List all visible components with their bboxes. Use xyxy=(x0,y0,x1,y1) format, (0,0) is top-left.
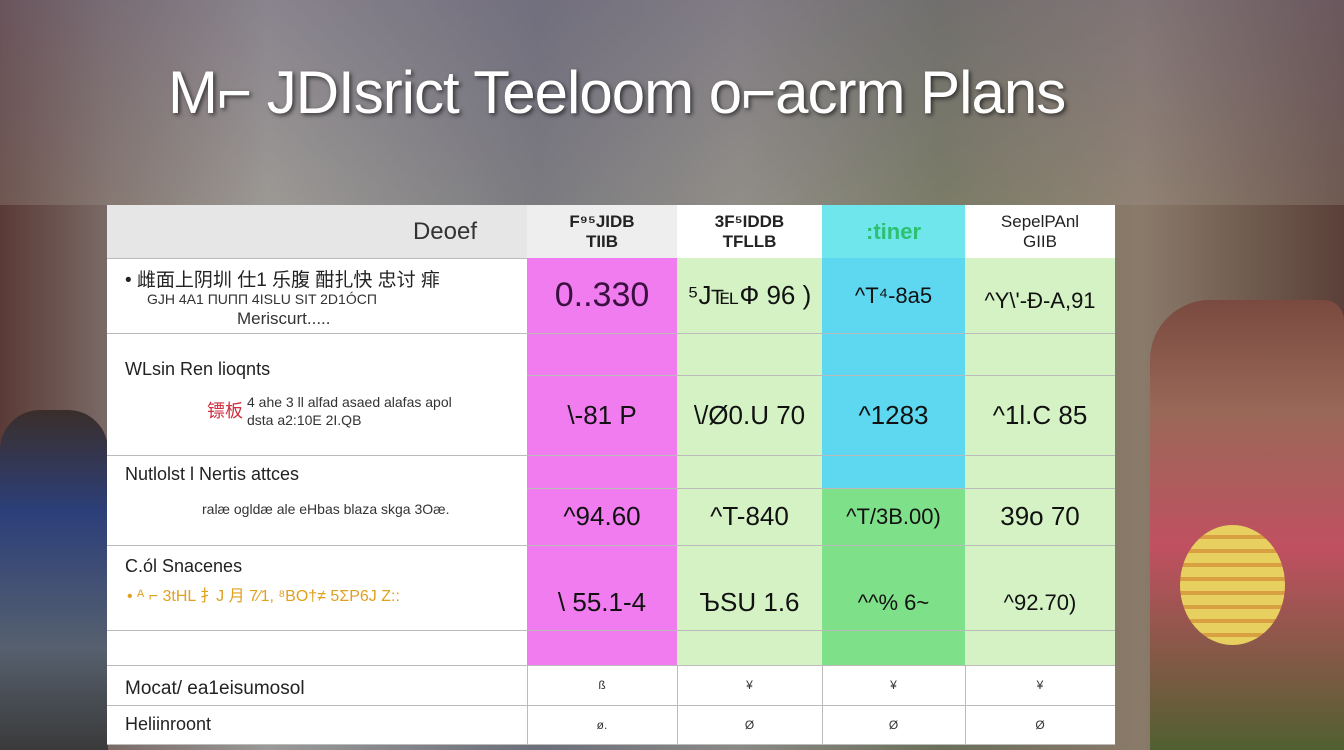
value-cell: ^1l.C 85 xyxy=(992,399,1088,430)
table-row-label: Nutlolst l Nertis attces ralæ ogldæ ale … xyxy=(107,455,527,545)
column-header-line: TIIB xyxy=(585,231,619,251)
value-cell: \-81 P xyxy=(567,399,637,430)
table-row-label: WLsin Ren lioqnts 镖板 4 ahe 3 ll alfad as… xyxy=(107,333,527,455)
empty-row xyxy=(107,630,527,665)
value-cell: ^T-840 xyxy=(710,501,789,531)
footer-row-label: Mocat/ ea1eisumosol xyxy=(125,678,305,699)
value-cell: ^92.70) xyxy=(1003,589,1077,615)
value-cell: ^1283 xyxy=(858,399,929,430)
background-pot xyxy=(1180,525,1285,645)
column-header-line: F⁹⁵JIDB xyxy=(569,211,635,231)
row-subtitle: dsta a2:10E 2I.QB xyxy=(247,412,362,428)
value-cell: ^T⁴-8a5 xyxy=(854,282,933,308)
row-subtitle: GJH 4A1 ΠUПП 4ISLU SIT 2D1ÓCΠ xyxy=(147,291,377,307)
footer-value: ¥ xyxy=(746,678,753,692)
value-cell: \/Ø0.U 70 xyxy=(693,399,806,430)
corner-header: Deoef xyxy=(107,205,527,258)
row-title: C.ól Snacenes xyxy=(125,556,243,576)
background-person-left xyxy=(0,410,108,750)
footer-value: ß xyxy=(598,678,606,692)
row-badge: 镖板 xyxy=(207,401,243,421)
column-header-line: 3F⁵IDDB xyxy=(714,211,785,231)
footer-value: Ø xyxy=(888,718,899,732)
column-header-line: TFLLB xyxy=(722,231,777,251)
footer-value: ¥ xyxy=(1036,678,1044,692)
footer-row: Mocat/ ea1eisumosol xyxy=(107,665,1115,705)
row-subtitle: ralæ ogldæ ale eHbas blaza skga 3Oæ. xyxy=(202,501,450,517)
column-header-2: 3F⁵IDDB TFLLB xyxy=(677,205,822,258)
value-cell: \ 55.1-4 xyxy=(557,587,647,617)
table-row-label: C.ól Snacenes • ᴬ ⌐ 3tHL 扌J 月 7⁄1, ⁸BO†≠… xyxy=(107,545,527,630)
plans-table: Deoef F⁹⁵JIDB TIIB 3F⁵IDDB TFLLB :tiner Se… xyxy=(107,205,1115,745)
column-header-line: SepelPAnl xyxy=(1000,211,1080,231)
value-cell: ^Y\'-Ð-A,91 xyxy=(984,287,1096,313)
value-cell: ^T/3B.00) xyxy=(846,503,941,529)
footer-row-label: Heliinroont xyxy=(125,714,212,734)
row-title: WLsin Ren lioqnts xyxy=(125,359,271,379)
value-cell: ^94.60 xyxy=(563,501,641,531)
value-cell: ^^% 6~ xyxy=(857,589,930,615)
footer-value: Ø xyxy=(1035,718,1045,732)
column-header-1: F⁹⁵JIDB TIIB xyxy=(527,205,677,258)
column-header-4: SepelPAnl GIIB xyxy=(965,205,1115,258)
page-title: M⌐ JDIsrict Teeloom o⌐acrm Plans xyxy=(168,59,1066,126)
background-person-right xyxy=(1150,300,1344,750)
row-subtitle: 4 ahe 3 ll alfad asaed alafas apol xyxy=(247,394,452,410)
value-cell: ЪSU 1.6 xyxy=(699,587,800,617)
row-title: • 雌面上阴圳 仕1 乐腹 酣扎快 忠讨 痱 xyxy=(125,270,440,291)
value-cell: ⁵J℡Ф 96 ) xyxy=(687,280,812,310)
row-subtitle: Meriscurt..... xyxy=(237,309,331,328)
column-header-line: GIIB xyxy=(1022,231,1057,251)
footer-value: Ø xyxy=(744,718,755,732)
background-photo-street xyxy=(0,0,1344,205)
value-cell: 39o 70 xyxy=(1000,501,1080,531)
value-cell: 0..330 xyxy=(554,276,650,314)
footer-value: ¥ xyxy=(890,678,897,692)
footer-row: Heliinroont xyxy=(107,705,1115,745)
row-title: Nutlolst l Nertis attces xyxy=(125,464,300,484)
table-row-label: • 雌面上阴圳 仕1 乐腹 酣扎快 忠讨 痱 GJH 4A1 ΠUПП 4ISL… xyxy=(107,258,527,333)
footer-value: ø. xyxy=(596,718,608,732)
row-subtitle: • ᴬ ⌐ 3tHL 扌J 月 7⁄1, ⁸BO†≠ 5ΣΡ6J Ζ:: xyxy=(127,588,400,605)
column-header-3: :tiner xyxy=(822,205,965,258)
